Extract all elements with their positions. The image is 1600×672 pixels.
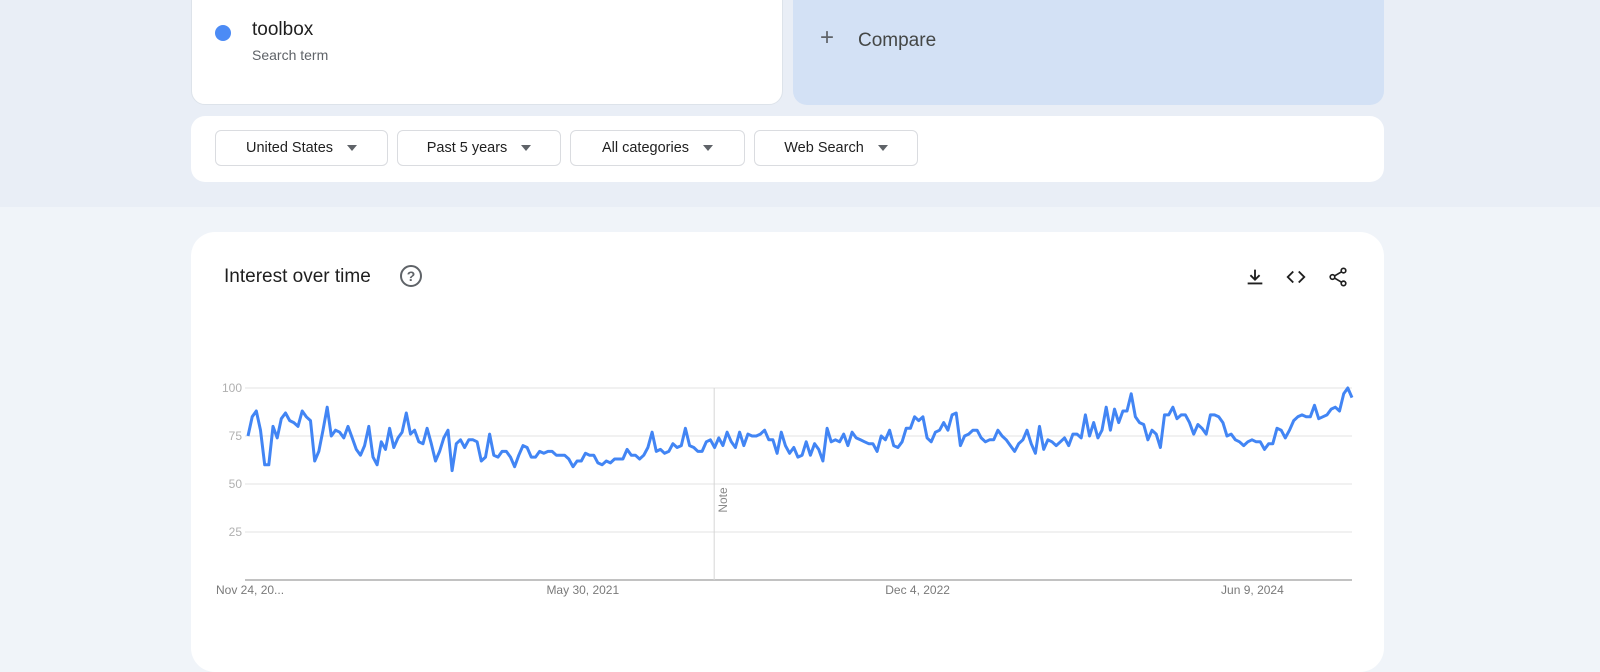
compare-button[interactable]: + Compare bbox=[793, 0, 1384, 105]
share-icon[interactable] bbox=[1327, 266, 1349, 288]
search-term-name[interactable]: toolbox bbox=[252, 19, 314, 40]
dropdown-label: Web Search bbox=[784, 140, 864, 156]
dropdown-label: Past 5 years bbox=[426, 140, 508, 156]
region-dropdown[interactable]: United States bbox=[215, 130, 388, 166]
caret-down-icon bbox=[347, 145, 358, 151]
caret-down-icon bbox=[703, 145, 714, 151]
compare-label: Compare bbox=[858, 30, 937, 51]
dropdown-label: United States bbox=[245, 140, 334, 156]
filter-bar: United States Past 5 years All categorie… bbox=[191, 116, 1384, 182]
search-term-type: Search term bbox=[252, 47, 329, 63]
search-term-card[interactable]: toolbox Search term bbox=[191, 0, 783, 105]
embed-icon[interactable] bbox=[1285, 266, 1307, 288]
series-color-dot bbox=[215, 25, 231, 41]
time-range-dropdown[interactable]: Past 5 years bbox=[397, 130, 561, 166]
category-dropdown[interactable]: All categories bbox=[570, 130, 745, 166]
search-type-dropdown[interactable]: Web Search bbox=[754, 130, 918, 166]
interest-over-time-card: Interest over time ? bbox=[191, 232, 1384, 672]
help-icon[interactable]: ? bbox=[400, 265, 422, 287]
section-title: Interest over time bbox=[224, 266, 371, 287]
caret-down-icon bbox=[521, 145, 532, 151]
plus-icon: + bbox=[820, 24, 835, 51]
dropdown-label: All categories bbox=[601, 140, 690, 156]
download-icon[interactable] bbox=[1244, 266, 1266, 288]
caret-down-icon bbox=[877, 145, 888, 151]
